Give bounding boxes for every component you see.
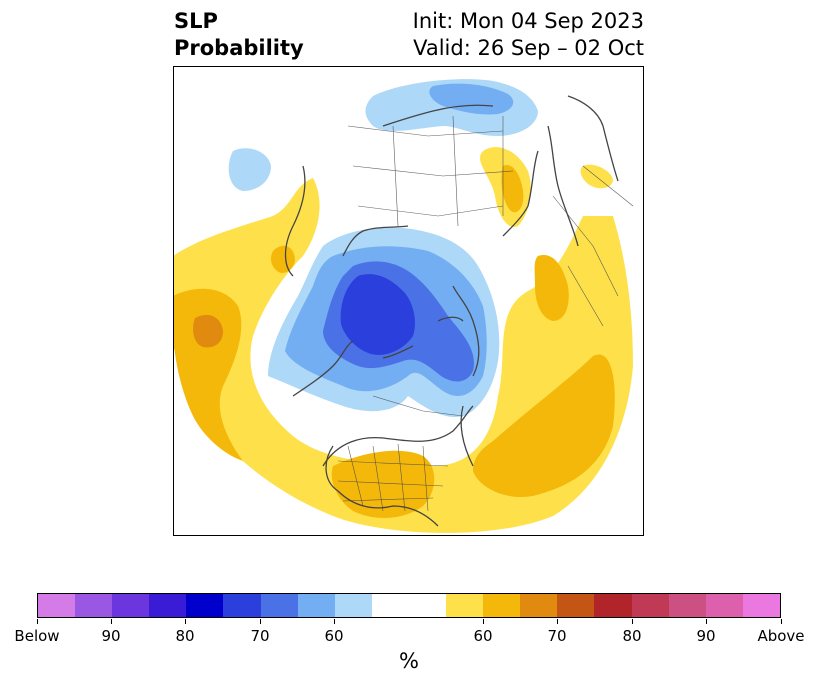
- above-europe-60: [534, 255, 569, 321]
- colorbar-segment: [668, 594, 706, 617]
- colorbar-tick-label: 70: [250, 627, 270, 645]
- colorbar-tick-label: 80: [622, 627, 642, 645]
- colorbar-segment: [631, 594, 669, 617]
- colorbar-tick: [37, 619, 38, 624]
- colorbar-segment: [705, 594, 743, 617]
- title-right: Init: Mon 04 Sep 2023 Valid: 26 Sep – 02…: [413, 8, 644, 62]
- colorbar-segment: [520, 594, 558, 617]
- colorbar-tick: [632, 619, 633, 624]
- above-pacific-60: [270, 245, 295, 273]
- colorbar-tick-label: 70: [547, 627, 567, 645]
- colorbar-segment: [186, 594, 224, 617]
- colorbar-segment: [446, 594, 484, 617]
- colorbar-segment: [149, 594, 187, 617]
- colorbar-segment: [557, 594, 595, 617]
- colorbar-segment: [75, 594, 113, 617]
- colorbar-segment: [260, 594, 298, 617]
- colorbar-tick-label: 60: [324, 627, 344, 645]
- title-left: SLP Probability: [174, 8, 304, 62]
- colorbar: [37, 593, 781, 618]
- colorbar-unit: %: [399, 649, 419, 673]
- colorbar-tick-label: Below: [14, 627, 60, 645]
- colorbar-tick: [557, 619, 558, 624]
- above-ring-70: [193, 314, 223, 348]
- init-date: Init: Mon 04 Sep 2023: [412, 9, 644, 33]
- below-pacific-50: [228, 148, 271, 191]
- map-panel: [173, 66, 644, 536]
- below-siberia-60: [429, 83, 514, 115]
- country-borders: [337, 115, 634, 512]
- title-variable: SLP: [174, 9, 218, 33]
- coastlines: [284, 95, 619, 527]
- colorbar-tick: [260, 619, 261, 624]
- colorbar-segment: [371, 594, 409, 617]
- title-type: Probability: [174, 36, 304, 60]
- colorbar-segment: [112, 594, 150, 617]
- colorbar-segment: [223, 594, 261, 617]
- above-us-60: [331, 450, 435, 518]
- colorbar-tick: [334, 619, 335, 624]
- colorbar-tick: [185, 619, 186, 624]
- colorbar-tick-label: 90: [101, 627, 121, 645]
- below-80: [340, 274, 415, 355]
- colorbar-segment: [297, 594, 335, 617]
- colorbar-segment: [483, 594, 521, 617]
- map-border: [173, 66, 644, 536]
- colorbar-tick: [706, 619, 707, 624]
- colorbar-tick: [781, 619, 782, 624]
- valid-range: Valid: 26 Sep – 02 Oct: [413, 36, 644, 60]
- colorbar-segment: [334, 594, 372, 617]
- colorbar-tick-label: 80: [175, 627, 195, 645]
- colorbar-tick-label: 90: [696, 627, 716, 645]
- colorbar-tick: [111, 619, 112, 624]
- colorbar-segment: [594, 594, 632, 617]
- colorbar-tick-label: 60: [473, 627, 493, 645]
- colorbar-tick: [483, 619, 484, 624]
- colorbar-tick-label: Above: [757, 627, 805, 645]
- above-atlantic-60: [473, 354, 615, 497]
- above-asia-60: [501, 165, 524, 213]
- colorbar-segment: [742, 594, 780, 617]
- polar-map: [173, 66, 644, 536]
- colorbar-segment: [38, 594, 76, 617]
- colorbar-segment: [408, 594, 447, 617]
